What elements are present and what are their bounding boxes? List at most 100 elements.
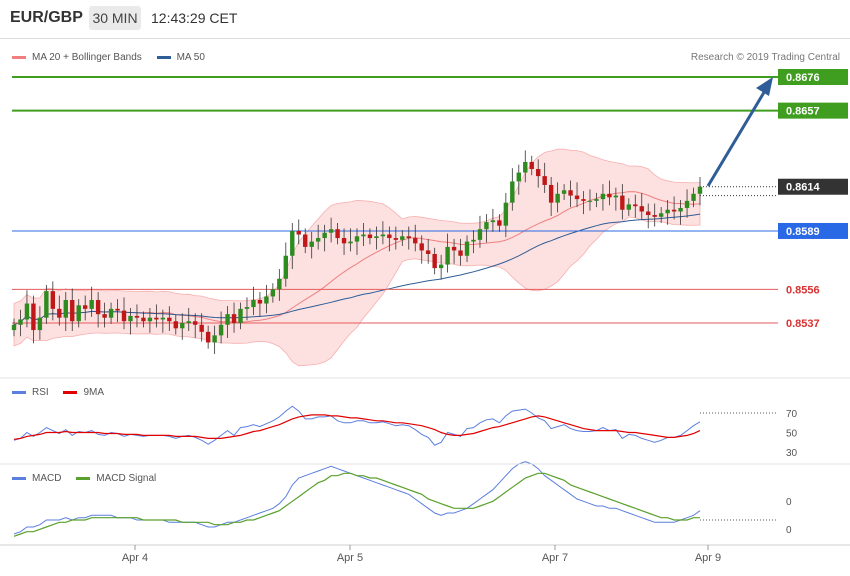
candle xyxy=(89,299,94,309)
candle xyxy=(374,236,379,239)
candle xyxy=(44,291,49,318)
candle xyxy=(684,200,690,208)
level-label-bg-support xyxy=(778,281,848,298)
ma20-swatch xyxy=(12,55,26,59)
candle xyxy=(671,209,677,212)
candle xyxy=(244,307,250,309)
candle xyxy=(458,250,463,256)
rsi-tick-label: 50 xyxy=(786,429,798,440)
candle xyxy=(257,299,263,304)
rsi-ma-line xyxy=(13,414,701,440)
ma50-line xyxy=(13,213,701,326)
candle xyxy=(561,190,567,194)
time-display: 12:43:29 CET xyxy=(151,10,238,26)
candle xyxy=(639,206,644,212)
macd-legend-label: MACD xyxy=(32,473,62,484)
candle xyxy=(516,172,521,182)
candle xyxy=(251,299,256,308)
macd-panel: 00 xyxy=(13,461,792,537)
candle xyxy=(128,315,133,322)
candle xyxy=(646,211,651,216)
candle xyxy=(63,299,68,318)
candle xyxy=(76,305,81,322)
level-label-bg-target xyxy=(778,69,848,85)
macd-tick-label: 0 xyxy=(786,525,792,536)
candle xyxy=(335,229,340,239)
candle xyxy=(490,220,496,223)
candle xyxy=(205,331,211,343)
candle xyxy=(464,241,470,256)
candle xyxy=(613,195,619,198)
candle xyxy=(290,230,295,256)
level-label-bg-support xyxy=(778,315,848,331)
rsi-panel: 70 50 30 xyxy=(13,405,798,459)
candle xyxy=(218,324,224,336)
candle xyxy=(341,238,347,244)
candle xyxy=(406,236,411,239)
level-label-support: 0.8537 xyxy=(786,318,820,330)
rsi-line xyxy=(13,405,701,446)
candle xyxy=(160,317,166,320)
candle xyxy=(445,246,450,265)
candle xyxy=(328,229,334,233)
price-level-lines: 0.8676 0.8657 0.8614 0.8589 0.8556 0.8537 xyxy=(12,69,848,331)
rsi-swatch xyxy=(12,390,26,394)
candle xyxy=(393,238,399,240)
candle xyxy=(141,317,146,322)
candle xyxy=(264,296,269,304)
rsi-legend-label: RSI xyxy=(32,387,49,398)
candle xyxy=(309,241,314,247)
candle xyxy=(438,264,444,269)
macd-signal-swatch xyxy=(76,476,91,480)
rsi-ma-legend-label: 9MA xyxy=(83,387,105,398)
candle xyxy=(568,190,573,196)
candle xyxy=(296,230,301,235)
macd-legend: MACD MACD Signal xyxy=(10,473,156,484)
candle xyxy=(652,215,657,217)
candle xyxy=(697,186,703,194)
candle xyxy=(283,255,289,279)
candle xyxy=(387,234,392,239)
candle xyxy=(413,238,418,244)
rsi-ma-swatch xyxy=(63,390,78,394)
candle xyxy=(510,181,515,203)
candle xyxy=(121,310,127,322)
candle xyxy=(180,323,185,329)
x-tick-label: Apr 9 xyxy=(695,552,721,564)
candle xyxy=(147,317,153,322)
candle xyxy=(555,193,560,203)
candle xyxy=(277,278,282,290)
candle xyxy=(134,315,140,318)
candle xyxy=(587,200,593,202)
candle xyxy=(70,299,75,322)
candle xyxy=(471,239,476,242)
timeframe-button[interactable]: 30 MIN xyxy=(89,6,141,30)
candle xyxy=(574,195,580,200)
candle xyxy=(82,305,88,309)
candle xyxy=(102,314,107,318)
copyright-text: Research © 2019 Trading Central xyxy=(690,52,840,63)
candle xyxy=(380,234,386,237)
candle xyxy=(600,193,606,200)
macd-signal-line xyxy=(13,472,700,537)
bollinger-band-area xyxy=(13,148,701,367)
overlay-layer xyxy=(706,77,773,187)
candle xyxy=(658,213,664,217)
candle xyxy=(348,241,353,244)
candle xyxy=(24,303,30,320)
candle xyxy=(542,176,547,185)
candle xyxy=(594,199,599,201)
candle xyxy=(315,238,321,242)
macd-signal-legend-label: MACD Signal xyxy=(96,473,157,484)
candle xyxy=(691,193,696,201)
candle xyxy=(607,193,612,198)
level-label-support: 0.8556 xyxy=(786,284,820,296)
candle xyxy=(536,169,541,177)
candle xyxy=(432,253,437,269)
x-tick-label: Apr 7 xyxy=(542,552,568,564)
candle xyxy=(173,321,178,329)
candle xyxy=(322,232,327,239)
level-label-target: 0.8676 xyxy=(786,72,820,84)
candle xyxy=(193,321,198,325)
ma50-swatch xyxy=(156,55,171,59)
